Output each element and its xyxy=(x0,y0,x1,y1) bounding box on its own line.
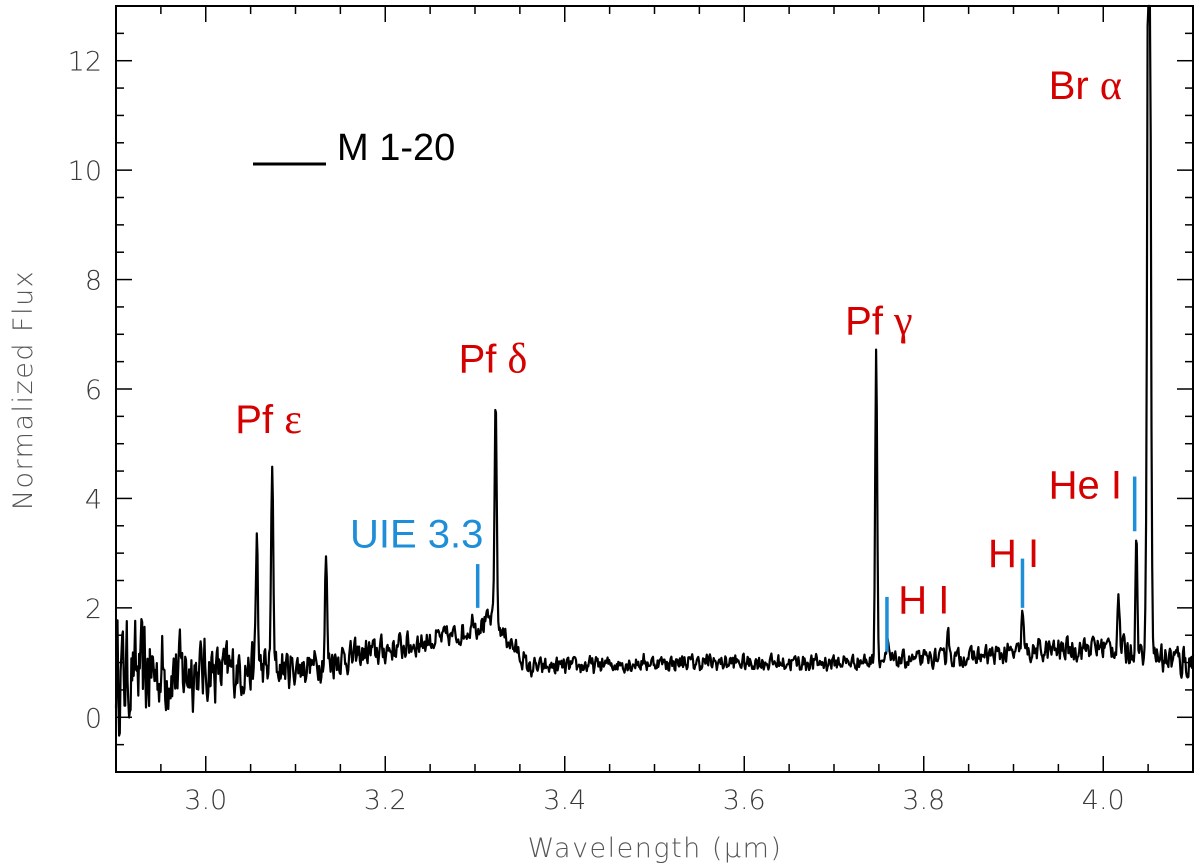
marker-layer xyxy=(475,476,1137,652)
x-tick-label: 3.4 xyxy=(543,785,586,816)
x-tick-label: 3.8 xyxy=(902,785,945,816)
y-tick-label: 8 xyxy=(85,266,102,297)
spectral-line-label: Pf δ xyxy=(459,337,528,383)
x-tick-label: 3.2 xyxy=(364,785,407,816)
y-tick-label: 2 xyxy=(85,594,102,625)
x-axis-title: Wavelength (μm) xyxy=(528,833,783,864)
y-tick-label: 6 xyxy=(85,375,102,406)
y-tick-label: 4 xyxy=(85,484,102,515)
spectral-line-label: H I xyxy=(898,578,949,622)
y-tick-label: 12 xyxy=(68,47,102,78)
spectral-line-label: H I xyxy=(988,532,1039,576)
x-tick-label: 3.6 xyxy=(723,785,766,816)
spectral-line-label: Br α xyxy=(1049,63,1122,109)
spectral-line-label: UIE 3.3 xyxy=(350,513,483,557)
x-tick-label: 4.0 xyxy=(1082,785,1125,816)
spectral-line-label: Pf ε xyxy=(235,397,302,443)
legend: M 1-20 xyxy=(253,127,455,169)
axes-layer: 3.0 3.2 3.4 3.6 3.8 4.0 0 2 4 6 8 10 12 xyxy=(68,5,1194,816)
y-tick-label: 10 xyxy=(68,156,102,187)
spectral-line-label: Pf γ xyxy=(845,298,912,344)
legend-label: M 1-20 xyxy=(337,127,455,169)
spectral-line-label: He I xyxy=(1049,463,1122,507)
spectrum-line-m1-20 xyxy=(114,4,1195,737)
x-tick-label: 3.0 xyxy=(184,785,227,816)
y-axis-title: Normalized Flux xyxy=(8,270,39,510)
y-tick-label: 0 xyxy=(85,703,102,734)
series-layer xyxy=(114,4,1195,737)
